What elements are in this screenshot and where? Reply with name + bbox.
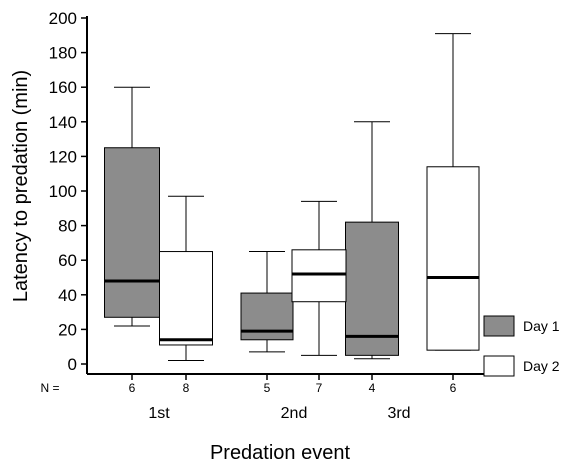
x-category-label: 2nd (281, 405, 308, 422)
y-tick-label: 100 (49, 182, 77, 201)
x-category-label: 1st (148, 405, 170, 422)
y-tick-label: 40 (58, 286, 77, 305)
y-tick-label: 0 (68, 355, 77, 374)
n-count-label: 5 (264, 381, 271, 395)
y-axis: 0 20 40 60 80 100 120 140 160 180 200 (49, 9, 88, 374)
legend-label: Day 1 (523, 318, 560, 334)
x-axis-label: Predation event (210, 442, 351, 464)
x-axis: N = 6 5 4 8 7 6 1st 2nd 3rd (40, 373, 487, 422)
y-tick-label: 60 (58, 251, 77, 270)
y-axis-label: Latency to predation (min) (10, 70, 32, 302)
box-day-1 (104, 147, 160, 318)
y-tick-label: 180 (49, 44, 77, 63)
n-count-label: 4 (369, 381, 376, 395)
n-count-label: 7 (316, 381, 323, 395)
legend-swatch (483, 355, 515, 377)
x-category-label: 3rd (387, 405, 410, 422)
box-day-2 (159, 251, 213, 346)
n-count-label: 6 (129, 381, 136, 395)
y-tick-label: 120 (49, 147, 77, 166)
n-label: N = (40, 381, 59, 395)
y-tick-label: 160 (49, 78, 77, 97)
legend-swatch (483, 315, 515, 337)
box-day-1 (240, 292, 294, 341)
y-tick-label: 140 (49, 113, 77, 132)
box-day-1 (345, 221, 399, 356)
legend-label: Day 2 (523, 358, 560, 374)
n-count-label: 8 (183, 381, 190, 395)
y-tick-label: 200 (49, 9, 77, 28)
legend: Day 1 Day 2 (483, 315, 560, 377)
box-day-2 (291, 249, 347, 303)
y-tick-label: 80 (58, 217, 77, 236)
y-tick-label: 20 (58, 320, 77, 339)
box-day-2 (426, 166, 480, 351)
box-series (104, 33, 480, 362)
n-count-label: 6 (450, 381, 457, 395)
